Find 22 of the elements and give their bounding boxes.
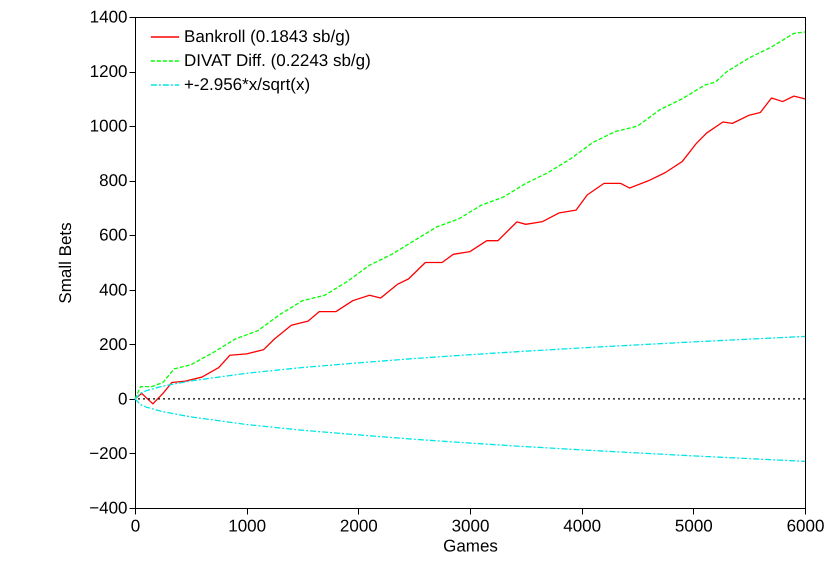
legend-label: +-2.956*x/sqrt(x) — [184, 75, 310, 94]
y-tick-label: −200 — [89, 444, 128, 463]
y-tick-label: 1400 — [90, 8, 128, 26]
legend-label: Bankroll (0.1843 sb/g) — [184, 27, 350, 46]
y-tick-label: 0 — [118, 389, 128, 408]
x-tick-label: 0 — [130, 516, 140, 536]
y-tick-label: 200 — [99, 334, 128, 354]
x-tick-label: 6000 — [786, 516, 824, 536]
y-tick-label: 400 — [99, 280, 128, 300]
y-axis-title: Small Bets — [56, 222, 76, 304]
x-tick-label: 2000 — [340, 516, 378, 536]
y-tick-label: −400 — [89, 498, 128, 518]
x-tick-label: 3000 — [452, 516, 490, 536]
x-tick-label: 5000 — [674, 516, 713, 536]
y-tick-label: 1200 — [90, 62, 128, 82]
y-tick-label: 600 — [99, 226, 128, 245]
x-axis-title: Games — [443, 536, 498, 556]
y-tick-label: 1000 — [90, 116, 128, 136]
x-tick-label: 4000 — [563, 516, 602, 536]
x-tick-label: 1000 — [228, 516, 266, 536]
y-tick-label: 800 — [99, 171, 128, 190]
legend-label: DIVAT Diff. (0.2243 sb/g) — [184, 51, 371, 70]
